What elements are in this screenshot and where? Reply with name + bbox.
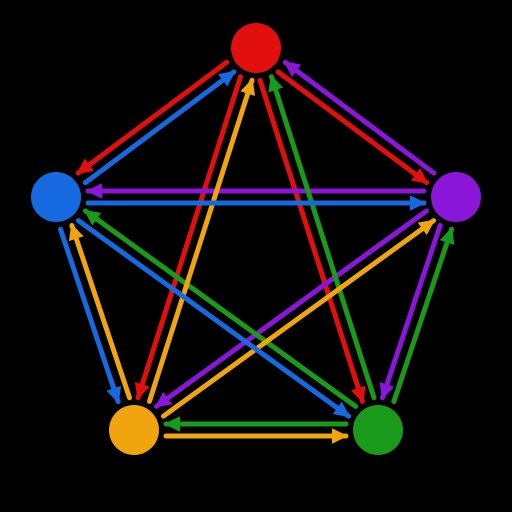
- arrowhead-bleft-top: [240, 78, 255, 96]
- arrowhead-top-bright: [351, 386, 366, 404]
- arrowhead-bright-right: [440, 227, 455, 245]
- arrowhead-right-bright: [380, 382, 395, 400]
- node-top: [231, 23, 281, 73]
- node-right: [431, 172, 481, 222]
- arrowhead-bright-bleft: [164, 416, 180, 431]
- node-bright: [353, 405, 403, 455]
- node-left: [31, 172, 81, 222]
- arrowhead-left-right: [410, 195, 426, 210]
- edge-top-bright: [260, 80, 363, 401]
- arrowhead-bleft-bright: [332, 428, 348, 443]
- arrowhead-bright-top: [268, 75, 283, 93]
- edge-bright-right: [394, 229, 452, 401]
- arrowhead-top-bleft: [135, 382, 150, 400]
- edge-top-bleft: [138, 77, 241, 398]
- edge-bright-top: [271, 77, 374, 398]
- edge-top-left: [78, 62, 227, 173]
- arrowhead-left-bleft: [106, 386, 121, 404]
- edge-left-bleft: [60, 229, 118, 401]
- node-bleft: [109, 405, 159, 455]
- edges-group: [60, 61, 454, 444]
- nodes-group: [31, 23, 481, 455]
- edge-bleft-top: [149, 80, 252, 401]
- edge-right-top: [285, 62, 434, 173]
- complete-directed-graph: [0, 0, 512, 512]
- arrowhead-right-left: [86, 183, 102, 198]
- arrowhead-bleft-left: [69, 224, 84, 242]
